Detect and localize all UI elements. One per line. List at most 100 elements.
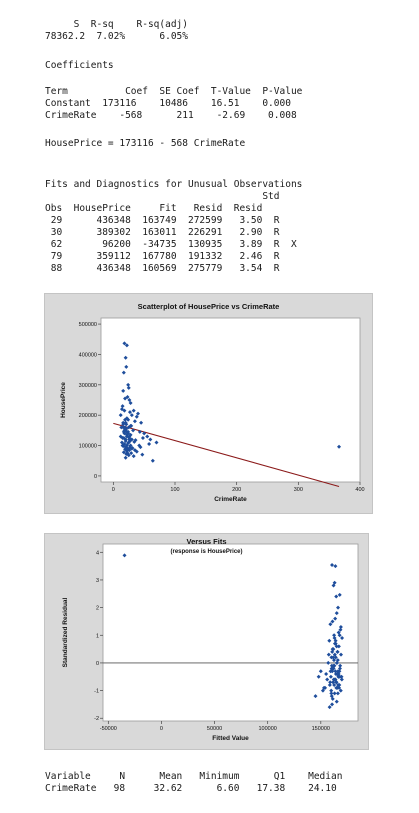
data-point [318, 669, 323, 674]
x-tick-label: -50000 [100, 726, 117, 732]
data-point [120, 443, 125, 448]
data-point [330, 666, 335, 671]
data-point [126, 440, 131, 445]
data-point [338, 688, 343, 693]
data-point [326, 660, 331, 665]
data-point [337, 633, 342, 638]
data-point [128, 443, 133, 448]
data-point [327, 683, 332, 688]
data-point [332, 677, 337, 682]
data-point [340, 636, 345, 641]
data-point [121, 420, 126, 425]
data-point [330, 696, 335, 701]
data-point [338, 627, 343, 632]
y-tick-label: 1 [96, 633, 99, 639]
y-tick-label: 100000 [79, 444, 97, 450]
data-point [334, 611, 339, 616]
data-point [148, 437, 153, 442]
data-point [335, 691, 340, 696]
data-point [145, 434, 150, 439]
data-point [330, 619, 335, 624]
data-point [334, 699, 339, 704]
plot-area [102, 543, 359, 722]
data-point [121, 450, 126, 455]
data-point [140, 452, 145, 457]
y-tick-label: 4 [96, 550, 99, 556]
data-point [337, 683, 342, 688]
scatterplot-panel: Scatterplot of HousePrice vs CrimeRate 0 1… [44, 293, 373, 514]
data-point [132, 448, 137, 453]
data-point [329, 691, 334, 696]
data-point [330, 702, 335, 707]
data-point [123, 426, 128, 431]
data-point [332, 691, 337, 696]
data-point [121, 388, 126, 393]
data-point [118, 413, 123, 418]
data-point [150, 458, 155, 463]
data-point [127, 437, 132, 442]
data-point [328, 669, 333, 674]
diagnostics-title: Fits and Diagnostics for Unusual Observa… [45, 179, 303, 190]
data-point [123, 355, 128, 360]
data-point [336, 605, 341, 610]
data-point [328, 622, 333, 627]
model-summary-header: S R-sq R-sq(adj) [45, 19, 188, 30]
data-point [122, 408, 127, 413]
data-point [127, 434, 132, 439]
versus-fits-panel: Versus Fits (response is HousePrice) -5000… [44, 533, 369, 750]
data-point [335, 671, 340, 676]
x-tick-label: 0 [160, 726, 163, 732]
data-point [124, 429, 129, 434]
y-tick-label: 0 [96, 661, 99, 667]
data-point [331, 663, 336, 668]
coefficients-row-constant: Constant 173116 10486 16.51 0.000 [45, 98, 291, 109]
data-point [332, 636, 337, 641]
data-point [123, 455, 128, 460]
data-point [329, 688, 334, 693]
coefficients-header: Term Coef SE Coef T-Value P-Value [45, 86, 303, 97]
data-point [332, 683, 337, 688]
data-point [334, 680, 339, 685]
data-point [125, 451, 130, 456]
data-point [134, 414, 139, 419]
chart-title: Versus Fits [186, 537, 226, 546]
data-point [337, 444, 342, 449]
diagnostics-row: 30 389302 163011 226291 2.90 R [45, 227, 280, 238]
data-point [138, 445, 143, 450]
x-tick-label: 400 [355, 487, 364, 493]
regression-equation: HousePrice = 173116 - 568 CrimeRate [45, 138, 246, 149]
data-point [140, 435, 145, 440]
data-point [331, 658, 336, 663]
data-point [128, 401, 133, 406]
data-point [332, 641, 337, 646]
data-point [330, 563, 335, 568]
data-point [139, 420, 144, 425]
x-axis-label: Fitted Value [212, 735, 249, 742]
data-point [132, 419, 137, 424]
data-point [121, 435, 126, 440]
data-point [136, 411, 140, 416]
y-tick-label: -1 [94, 689, 99, 695]
descriptive-row: CrimeRate 98 32.62 6.60 17.38 24.10 [45, 783, 337, 794]
data-point [121, 370, 126, 375]
x-tick-label: 300 [294, 487, 303, 493]
data-point [122, 341, 127, 346]
x-tick-label: 100 [170, 487, 179, 493]
data-point [325, 677, 330, 682]
plot-area [100, 317, 361, 483]
data-point [337, 666, 342, 671]
data-point [126, 385, 131, 390]
data-point [328, 674, 333, 679]
data-point [337, 592, 342, 597]
y-tick-label: 500000 [79, 322, 97, 328]
data-point [129, 451, 134, 456]
y-tick-label: 3 [96, 578, 99, 584]
data-point [334, 660, 339, 665]
data-point [125, 394, 130, 399]
coefficients-title: Coefficients [45, 60, 114, 71]
data-point [333, 616, 338, 621]
data-point [124, 364, 129, 369]
diagnostics-row: 62 96200 -34735 130935 3.89 R X [45, 239, 297, 250]
x-axis-label: CrimeRate [214, 496, 247, 503]
data-point [337, 674, 342, 679]
